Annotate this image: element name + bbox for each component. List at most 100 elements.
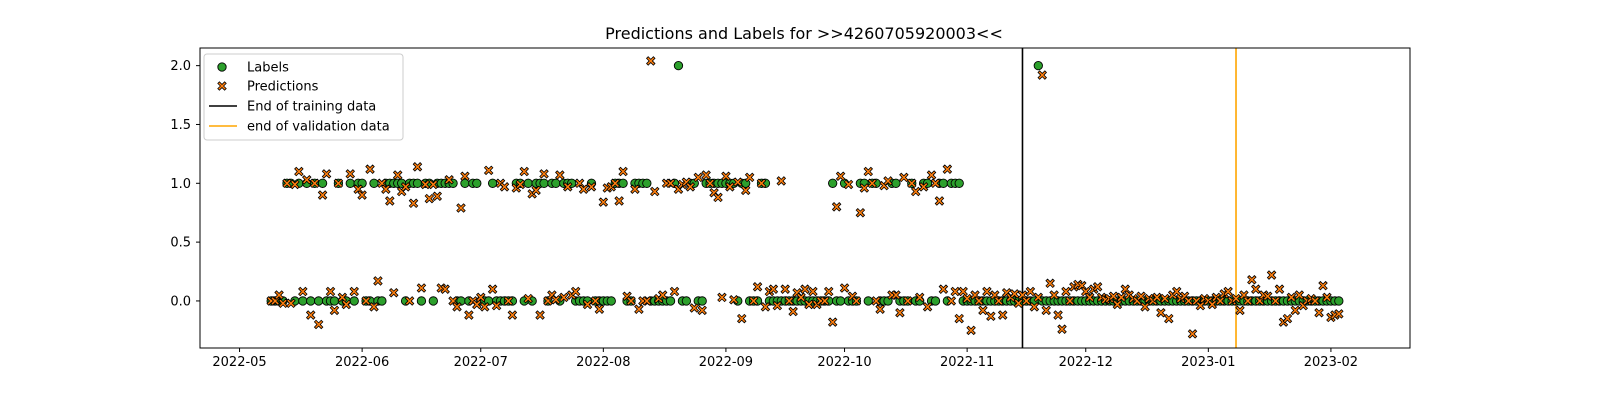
label-point	[313, 296, 324, 306]
prediction-point	[487, 284, 498, 294]
label-point	[642, 178, 652, 188]
prediction-point	[408, 198, 419, 209]
y-tick-label: 2.0	[170, 59, 191, 74]
label-point	[828, 178, 838, 188]
prediction-point	[400, 182, 411, 192]
prediction-point	[962, 293, 972, 304]
label-point	[377, 296, 387, 306]
prediction-point	[982, 286, 992, 297]
prediction-point	[1053, 310, 1063, 320]
prediction-point	[993, 296, 1004, 306]
prediction-point	[290, 179, 300, 190]
prediction-point	[317, 190, 328, 200]
label-point	[523, 178, 533, 188]
prediction-point	[946, 296, 957, 306]
prediction-point	[906, 178, 917, 189]
prediction-point	[800, 284, 810, 294]
prediction-point	[1314, 307, 1324, 318]
prediction-point	[851, 296, 862, 306]
prediction-point	[329, 305, 340, 316]
legend-training-text: End of training data	[247, 100, 376, 115]
prediction-point	[444, 174, 454, 185]
prediction-point	[1108, 291, 1119, 302]
label-point	[298, 296, 308, 306]
label-point	[891, 178, 901, 188]
prediction-point	[440, 284, 450, 294]
prediction-point	[594, 304, 605, 314]
label-point	[472, 178, 482, 188]
prediction-point	[768, 284, 779, 294]
prediction-point	[713, 192, 723, 203]
prediction-point	[1290, 305, 1301, 316]
prediction-point	[954, 313, 964, 324]
prediction-point	[523, 293, 533, 304]
legend-labels-text: Labels	[247, 61, 289, 76]
prediction-point	[780, 284, 790, 294]
prediction-point	[938, 284, 949, 294]
prediction-point	[570, 286, 581, 297]
prediction-point	[859, 183, 870, 193]
label-point	[1033, 60, 1043, 71]
y-tick-label: 0.5	[170, 236, 191, 251]
prediction-point	[1187, 329, 1198, 339]
label-point	[930, 296, 941, 306]
prediction-point	[820, 296, 830, 306]
prediction-point	[1243, 296, 1253, 306]
prediction-point	[539, 169, 549, 179]
x-tick-label: 2023-02	[1304, 355, 1358, 370]
prediction-point	[756, 178, 767, 189]
prediction-point	[404, 296, 415, 306]
label-point	[306, 296, 316, 306]
prediction-point	[1029, 302, 1040, 312]
prediction-point	[1160, 293, 1170, 304]
prediction-point	[432, 191, 443, 202]
prediction-point	[385, 196, 395, 206]
label-point	[1334, 296, 1344, 306]
prediction-point	[578, 184, 589, 194]
prediction-point	[669, 286, 680, 297]
prediction-point	[823, 286, 834, 297]
label-point	[412, 178, 423, 188]
prediction-point	[930, 178, 941, 189]
prediction-point	[424, 193, 435, 204]
label-point	[673, 60, 684, 71]
prediction-point	[365, 164, 375, 174]
plot-frame	[199, 47, 1411, 349]
prediction-point	[388, 287, 399, 298]
prediction-point	[309, 178, 320, 189]
prediction-point	[507, 310, 518, 320]
prediction-point	[784, 296, 794, 306]
x-tick-label: 2022-10	[817, 355, 871, 370]
prediction-point	[282, 178, 292, 189]
prediction-point	[1247, 274, 1257, 285]
prediction-point	[1215, 296, 1225, 306]
label-point	[487, 178, 498, 188]
prediction-point	[685, 182, 696, 192]
prediction-point	[729, 294, 739, 305]
prediction-point	[456, 203, 466, 213]
prediction-point	[843, 179, 854, 190]
x-tick-label: 2022-07	[454, 355, 508, 370]
prediction-point	[392, 170, 403, 180]
prediction-point	[1136, 291, 1146, 302]
label-point	[551, 178, 561, 188]
prediction-point	[357, 190, 367, 200]
label-point	[428, 296, 438, 306]
prediction-point	[808, 286, 818, 297]
prediction-point	[721, 171, 731, 182]
label-point	[863, 296, 873, 306]
legend-box	[203, 53, 404, 141]
x-tick-label: 2022-12	[1059, 355, 1113, 370]
prediction-point	[903, 296, 913, 306]
prediction-point	[483, 165, 494, 176]
label-point	[618, 178, 628, 188]
legend-predictions-text: Predictions	[247, 80, 319, 95]
prediction-point	[503, 296, 514, 306]
prediction-point	[515, 179, 526, 190]
prediction-point	[701, 170, 711, 180]
prediction-point	[626, 296, 636, 306]
label-point	[416, 296, 427, 306]
prediction-point	[582, 299, 593, 310]
x-tick-label: 2023-01	[1181, 355, 1235, 370]
